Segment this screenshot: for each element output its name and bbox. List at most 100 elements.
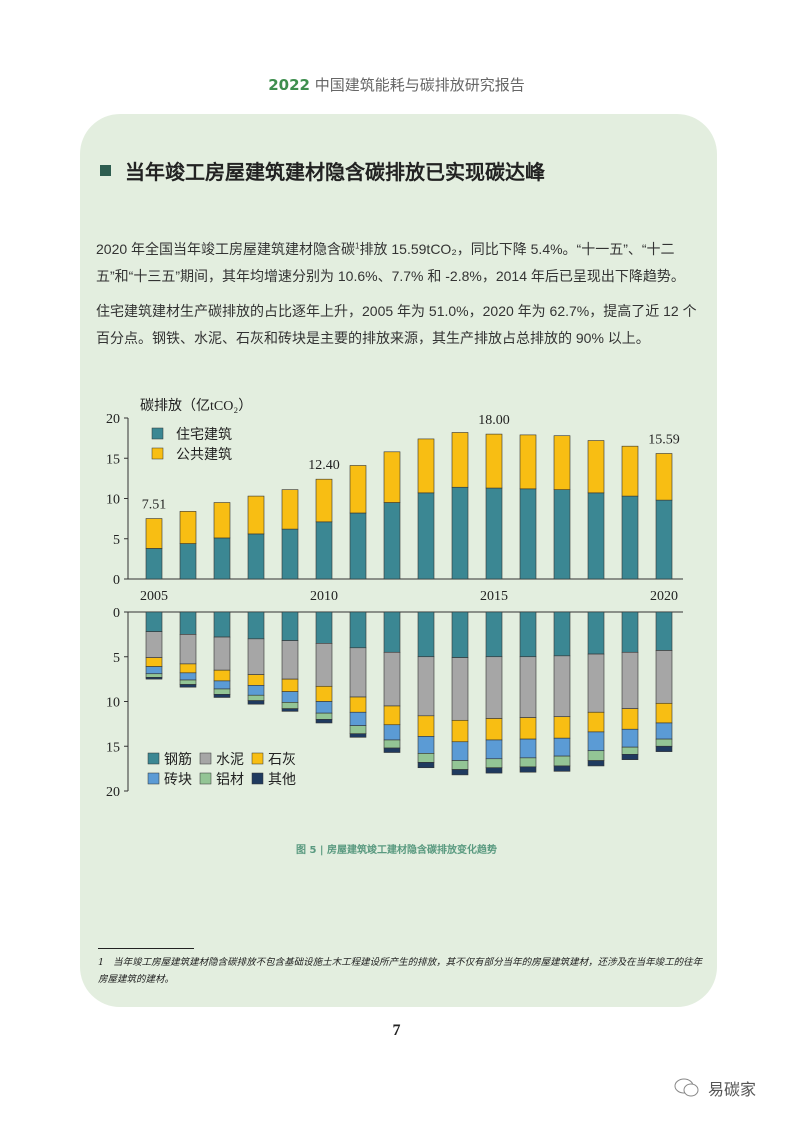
bar-public-2019 [621,445,639,497]
bar-石灰-2012 [383,705,401,726]
bar-residential-2020 [655,499,673,580]
bar-residential-2013 [417,492,435,580]
bar-铝材-2013 [417,753,435,763]
bar-public-2020 [655,453,673,501]
bar-砖块-2012 [383,724,401,741]
bar-铝材-2017 [553,755,571,767]
bar-其他-2007 [213,694,231,698]
bar-砖块-2013 [417,736,435,754]
bar-residential-2011 [349,512,367,580]
bar-public-2017 [553,435,571,490]
bar-砖块-2009 [281,691,299,703]
bar-钢筋-2017 [553,611,571,657]
bar-水泥-2019 [621,651,639,709]
x-tick-label: 2010 [310,589,338,604]
bar-public-2011 [349,465,367,514]
paragraph-1: 2020 年全国当年竣工房屋建筑建材隐含碳1排放 15.59tCO₂，同比下降 … [96,236,708,290]
bar-石灰-2014 [451,719,469,743]
x-tick-label: 2005 [140,589,168,604]
bar-铝材-2011 [349,725,367,735]
bar-钢筋-2008 [247,611,265,640]
bar-钢筋-2005 [145,611,163,632]
bar-铝材-2010 [315,712,333,720]
bar-钢筋-2007 [213,611,231,638]
bar-public-2013 [417,438,435,494]
paragraph-2: 住宅建筑建材生产碳排放的占比逐年上升，2005 年为 51.0%，2020 年为… [96,303,697,346]
bar-水泥-2018 [587,653,605,713]
bar-residential-2006 [179,543,197,580]
footnote-number: 1 [98,957,105,968]
bar-石灰-2008 [247,674,265,686]
header-year: 2022 [268,76,310,94]
bar-铝材-2005 [145,673,163,678]
legend-label: 钢筋 [164,751,192,768]
bar-其他-2017 [553,765,571,772]
legend-label: 砖块 [164,772,192,788]
paragraph-1-text-b: 排放 15.59tCO₂，同比下降 5.4%。“十一五”、“十二五”和“十三五”… [96,241,685,284]
footnote-ref[interactable]: 1 [355,241,360,251]
paragraph-1-text-a: 2020 年全国当年竣工房屋建筑建材隐含碳 [96,241,356,257]
bar-public-2014 [451,432,469,488]
bar-其他-2009 [281,708,299,712]
bar-residential-2016 [519,488,537,580]
bar-铝材-2014 [451,760,469,770]
bar-砖块-2019 [621,728,639,748]
y-axis-label: 碳排放（亿tCO₂） [140,398,252,414]
y-tick-label: 15 [106,452,120,467]
x-tick-label: 2015 [480,589,508,604]
bar-钢筋-2020 [655,611,673,651]
x-tick-label: 2020 [650,589,678,604]
legend-swatch [199,772,212,785]
bar-其他-2016 [519,766,537,773]
legend-swatch [147,752,160,765]
bar-public-2008 [247,495,265,535]
bar-铝材-2016 [519,757,537,768]
bar-其他-2006 [179,684,197,688]
bar-水泥-2017 [553,655,571,718]
bar-砖块-2007 [213,680,231,690]
y-tick-label: 10 [106,696,120,711]
footnote-rule [98,948,194,949]
bar-铝材-2012 [383,739,401,749]
header-title: 中国建筑能耗与碳排放研究报告 [314,76,525,94]
bar-铝材-2009 [281,702,299,709]
bar-石灰-2020 [655,702,673,724]
bar-钢筋-2010 [315,611,333,644]
bar-public-2006 [179,511,197,544]
bar-其他-2018 [587,760,605,767]
bar-public-2015 [485,433,503,489]
bar-铝材-2018 [587,750,605,761]
legend-label: 石灰 [268,752,296,768]
bar-石灰-2015 [485,718,503,741]
bar-其他-2013 [417,762,435,769]
data-label: 12.40 [308,458,340,473]
bar-水泥-2020 [655,650,673,704]
bar-水泥-2010 [315,643,333,687]
bar-砖块-2011 [349,711,367,726]
bar-砖块-2018 [587,731,605,752]
bar-铝材-2008 [247,694,265,701]
bar-residential-2009 [281,528,299,580]
bar-public-2005 [145,518,163,549]
legend-label: 其他 [268,772,296,788]
bar-水泥-2007 [213,636,231,671]
bar-其他-2011 [349,733,367,738]
legend-label: 公共建筑 [176,447,232,463]
bar-石灰-2016 [519,717,537,740]
bar-其他-2008 [247,700,265,705]
bar-石灰-2010 [315,685,333,702]
running-header: 2022 中国建筑能耗与碳排放研究报告 [0,74,793,95]
bar-residential-2005 [145,548,163,580]
watermark: 易碳家 [674,1076,756,1100]
bar-钢筋-2015 [485,611,503,658]
body-text: 2020 年全国当年竣工房屋建筑建材隐含碳1排放 15.59tCO₂，同比下降 … [96,236,708,360]
bar-public-2007 [213,502,231,539]
bar-其他-2012 [383,747,401,753]
bar-水泥-2012 [383,651,401,707]
legend-swatch [251,772,264,785]
bar-石灰-2006 [179,663,197,674]
y-tick-label: 20 [106,785,120,800]
bar-residential-2007 [213,537,231,580]
y-tick-label: 0 [113,606,120,621]
bar-砖块-2006 [179,672,197,681]
